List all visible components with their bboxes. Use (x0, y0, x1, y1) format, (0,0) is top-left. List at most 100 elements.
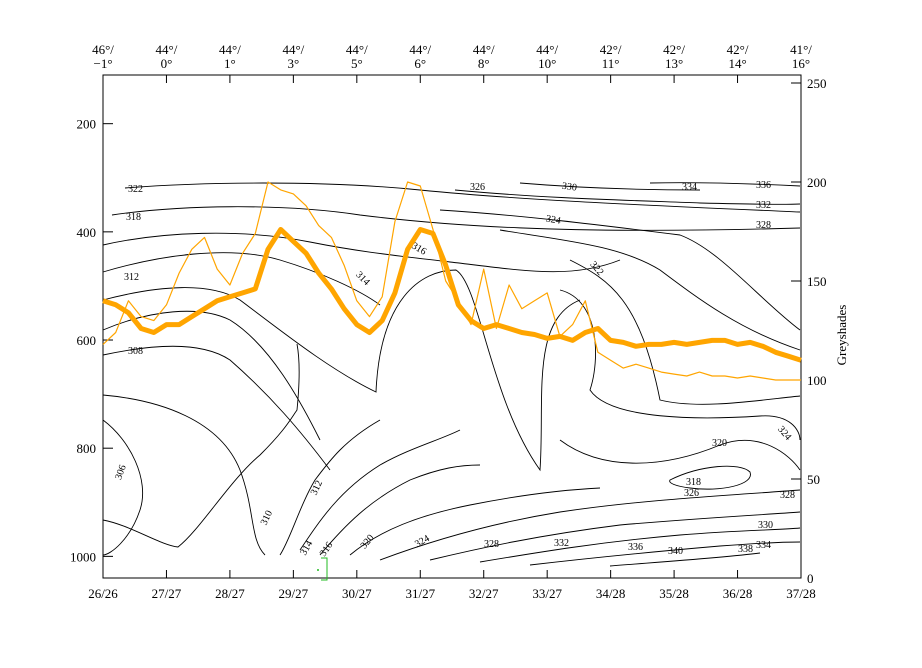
contour-label: 314 (353, 270, 371, 288)
contour-line (479, 527, 801, 563)
contour-label: 328 (484, 539, 499, 550)
left-tick-label: 200 (77, 117, 97, 132)
contour-line (102, 345, 331, 471)
top-lon-label: 13° (665, 56, 683, 71)
marker-bracket (321, 557, 328, 581)
top-lon-label: 5° (351, 56, 363, 71)
top-lat-label: 46°/ (92, 42, 114, 57)
contour-label: 336 (756, 180, 771, 191)
bottom-tick-label: 35/28 (659, 586, 689, 601)
contour-line (609, 552, 761, 567)
contour-line (299, 429, 461, 551)
top-lon-label: 11° (602, 56, 620, 71)
bottom-tick-label: 34/28 (596, 586, 626, 601)
bottom-tick-label: 29/27 (279, 586, 309, 601)
top-lon-label: 10° (538, 56, 556, 71)
contour-label: 326 (684, 488, 699, 499)
contour-label: 332 (756, 200, 771, 211)
contour-line (559, 439, 801, 471)
contour-label: 312 (309, 479, 325, 497)
top-lon-label: 8° (478, 56, 490, 71)
top-lat-label: 44°/ (219, 42, 241, 57)
marker-dot (317, 569, 319, 571)
contour-label: 330 (561, 181, 577, 194)
contour-label: 324 (775, 424, 793, 443)
bottom-tick-label: 27/27 (152, 586, 182, 601)
contour-line (379, 489, 801, 561)
top-lon-label: 3° (288, 56, 300, 71)
top-lat-label: 44°/ (282, 42, 304, 57)
bottom-tick-label: 26/26 (88, 586, 118, 601)
plot-frame (102, 74, 802, 579)
top-lon-label: 14° (728, 56, 746, 71)
bottom-tick-label: 33/27 (532, 586, 562, 601)
contour-label: 320 (359, 533, 377, 552)
contour-line (454, 189, 801, 205)
contour-line (649, 182, 801, 187)
contour-line (319, 464, 481, 556)
bottom-tick-label: 31/27 (405, 586, 435, 601)
series-line-thin (102, 181, 801, 381)
right-axis: 0 50 100 150 200 250 (791, 76, 827, 586)
contour-labels: 322 318 312 308 306 310 312 314 316 320 … (113, 180, 795, 559)
contour-label: 334 (756, 540, 771, 551)
top-lon-label: 6° (414, 56, 426, 71)
top-lat-label: 44°/ (536, 42, 558, 57)
right-tick-label: 100 (807, 373, 827, 388)
contour-line (102, 419, 144, 556)
top-lat-label: 42°/ (663, 42, 685, 57)
contour-label: 336 (628, 542, 643, 553)
right-tick-label: 50 (807, 472, 820, 487)
contour-label: 310 (259, 509, 275, 527)
contour-line (529, 541, 801, 566)
left-tick-label: 600 (77, 333, 97, 348)
right-tick-label: 250 (807, 76, 827, 91)
contour-line (559, 289, 801, 441)
top-lon-label: 0° (161, 56, 173, 71)
left-tick-label: 1000 (70, 549, 96, 564)
top-lon-label: −1° (93, 56, 112, 71)
contour-line (111, 206, 801, 231)
top-lat-label: 42°/ (600, 42, 622, 57)
left-axis: 200 400 600 800 1000 (70, 117, 113, 564)
series-line-thick (102, 227, 802, 363)
contour-label: 334 (682, 182, 697, 193)
contour-label: 330 (758, 520, 773, 531)
contour-label: 306 (113, 463, 128, 481)
contour-label: 308 (128, 346, 143, 357)
top-lat-label: 44°/ (473, 42, 495, 57)
contour-line (439, 209, 801, 331)
contour-label: 318 (686, 477, 701, 488)
contour-label: 326 (470, 182, 485, 193)
bottom-tick-label: 36/28 (723, 586, 753, 601)
contour-label: 320 (712, 438, 727, 449)
contour-line (279, 419, 381, 556)
contour-label: 322 (128, 184, 143, 195)
bottom-axis: 26/26 27/27 28/27 29/27 30/27 31/27 32/27 33/27… (88, 570, 816, 601)
contour-line (124, 182, 801, 213)
contour-label: 324 (545, 213, 562, 226)
series-layer (102, 181, 802, 381)
contour-line (429, 511, 801, 561)
top-axis: 46°/−1°44°/0°44°/1°44°/3°44°/5°44°/6°44°… (92, 42, 812, 83)
contour-label: 322 (587, 259, 605, 278)
contour-label: 312 (124, 272, 139, 283)
top-lat-label: 44°/ (346, 42, 368, 57)
top-lat-label: 42°/ (727, 42, 749, 57)
contour-line (102, 232, 621, 273)
contour-line (499, 229, 801, 351)
left-tick-label: 400 (77, 225, 97, 240)
top-lat-label: 44°/ (156, 42, 178, 57)
contour-line (102, 310, 321, 441)
contour-label: 332 (554, 538, 569, 549)
contour-line (349, 487, 601, 556)
contour-label: 340 (668, 546, 683, 557)
contour-label: 318 (126, 212, 141, 223)
contour-line (102, 394, 266, 556)
bottom-tick-label: 32/27 (469, 586, 499, 601)
top-lon-label: 1° (224, 56, 236, 71)
contour-line (569, 259, 801, 405)
contours (102, 182, 801, 567)
top-lat-label: 44°/ (409, 42, 431, 57)
